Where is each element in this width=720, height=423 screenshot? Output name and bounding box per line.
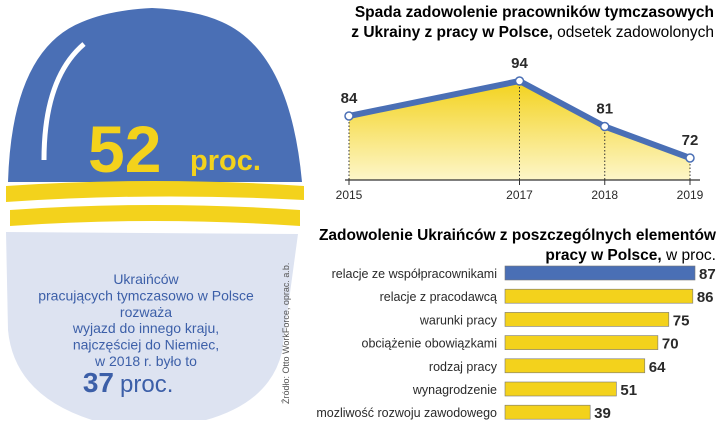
helmet-ridge: [41, 42, 86, 161]
helmet-text-line: pracujących tymczasowo w Polsce: [38, 287, 254, 303]
chart2-value-label: 75: [673, 312, 690, 329]
helmet-band: [10, 205, 300, 226]
helmet-dome: [8, 8, 302, 182]
chart1-data-label: 94: [511, 55, 528, 72]
chart1-point: [344, 111, 354, 121]
source-note: Źródło: Otto WorkForce, oprac. a.b.: [281, 263, 291, 404]
chart2-bar: [504, 381, 617, 397]
chart2-bar: [504, 335, 659, 350]
helmet-value: 52: [88, 112, 161, 186]
helmet-text-line: najczęściej do Niemiec,: [73, 337, 219, 353]
helmet-text-line: Ukraińców: [113, 271, 179, 287]
chart2-category-label: relacje z pracodawcą: [380, 290, 497, 304]
chart1-data-label: 81: [596, 101, 613, 118]
helmet-text-line: w 2018 r. było to: [94, 353, 197, 369]
chart2-value-label: 64: [649, 359, 666, 376]
chart2-bar: [504, 358, 646, 374]
chart1-x-label: 2019: [677, 188, 704, 202]
chart1-title-bold: z Ukrainy z pracy w Polsce,: [351, 24, 553, 41]
chart1-point: [685, 153, 695, 163]
chart1-x-label: 2017: [506, 188, 533, 202]
chart2-value-label: 51: [620, 382, 637, 399]
chart1-x-label: 2018: [591, 188, 618, 202]
chart2-bar: [504, 288, 694, 304]
chart1-point: [600, 121, 610, 132]
helmet-unit: proc.: [190, 145, 261, 177]
chart1-data-label: 84: [341, 90, 358, 107]
chart2-value-label: 87: [699, 266, 716, 283]
chart2-category-label: rodzaj pracy: [429, 360, 498, 374]
chart2-value-label: 86: [697, 289, 714, 306]
chart2-category-label: warunki pracy: [419, 313, 498, 327]
chart1-title-line2: z Ukrainy z pracy w Polsce, odsetek zado…: [351, 24, 714, 41]
line-chart: Spada zadowolenie pracowników tymczasowy…: [336, 4, 714, 202]
chart1-x-label: 2015: [336, 188, 363, 202]
chart1-title-light: odsetek zadowolonych: [557, 24, 714, 41]
chart2-category-label: obciążenie obowiązkami: [362, 337, 498, 351]
chart2-title-line1: Zadowolenie Ukraińców z poszczególnych e…: [319, 227, 717, 244]
chart2-category-label: mozliwość rozwoju zawodowego: [316, 406, 497, 420]
bar-chart: Zadowolenie Ukraińców z poszczególnych e…: [316, 227, 717, 422]
chart2-title-line2: pracy w Polsce, w proc.: [545, 247, 716, 264]
chart2-title-light: w proc.: [665, 247, 716, 264]
chart2-category-label: relacje ze współpracownikami: [332, 267, 497, 281]
chart2-category-label: wynagrodzenie: [412, 383, 497, 397]
helmet-text-line: wyjazd do innego kraju,: [72, 320, 219, 336]
chart2-bar: [504, 312, 670, 327]
chart2-title-bold: pracy w Polsce,: [545, 247, 661, 264]
helmet-face: [6, 232, 298, 420]
helmet-bottom-unit: proc.: [120, 371, 173, 398]
chart2-value-label: 70: [662, 336, 679, 353]
chart2-value-label: 39: [594, 405, 611, 422]
chart2-bar: [504, 265, 696, 281]
helmet-text-line: rozważa: [120, 304, 172, 320]
chart1-point: [514, 76, 525, 86]
chart2-bar: [504, 404, 591, 420]
chart1-data-label: 72: [682, 132, 699, 149]
helmet-brim: [6, 181, 304, 202]
helmet-bottom-value: 37: [83, 367, 114, 398]
chart1-title-line1: Spada zadowolenie pracowników tymczasowy…: [355, 4, 714, 21]
chart1-line: [348, 78, 692, 161]
